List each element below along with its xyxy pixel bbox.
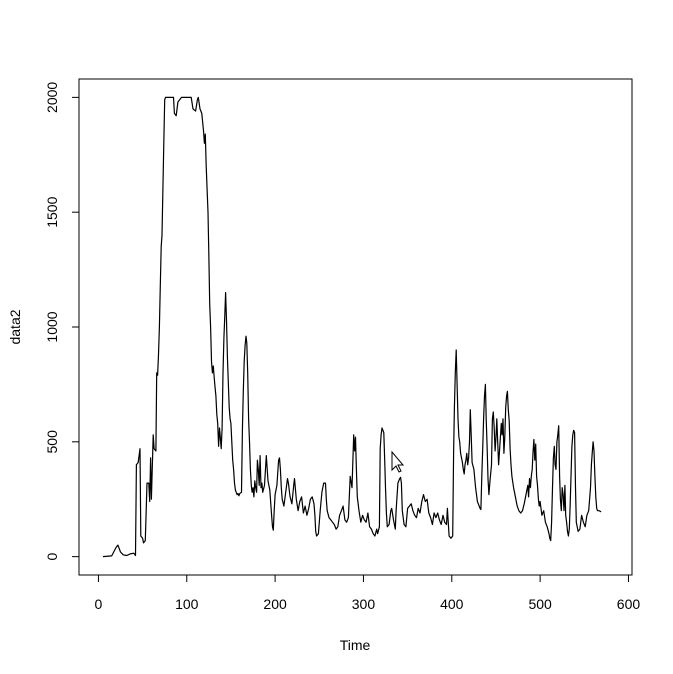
x-tick-label: 0: [95, 596, 103, 612]
y-tick-label: 500: [44, 430, 60, 454]
mouse-pointer-icon: [391, 450, 405, 473]
y-tick-label: 1500: [44, 196, 60, 227]
x-tick-label: 600: [617, 596, 641, 612]
plot-frame: [78, 78, 633, 576]
x-tick-label: 400: [440, 596, 464, 612]
y-axis-title: data2: [7, 309, 23, 344]
series-line: [102, 96, 602, 558]
x-tick-label: 100: [175, 596, 199, 612]
y-tick-label: 0: [44, 553, 60, 561]
y-axis: 0 500 1000 1500 2000: [44, 82, 80, 561]
x-tick-label: 500: [528, 596, 552, 612]
y-tick-label: 1000: [44, 311, 60, 342]
x-axis: 0 100 200 300 400 500 600: [95, 574, 641, 612]
y-tick-label: 2000: [44, 82, 60, 113]
x-tick-label: 300: [352, 596, 376, 612]
x-axis-title: Time: [340, 637, 371, 653]
x-tick-label: 200: [263, 596, 287, 612]
